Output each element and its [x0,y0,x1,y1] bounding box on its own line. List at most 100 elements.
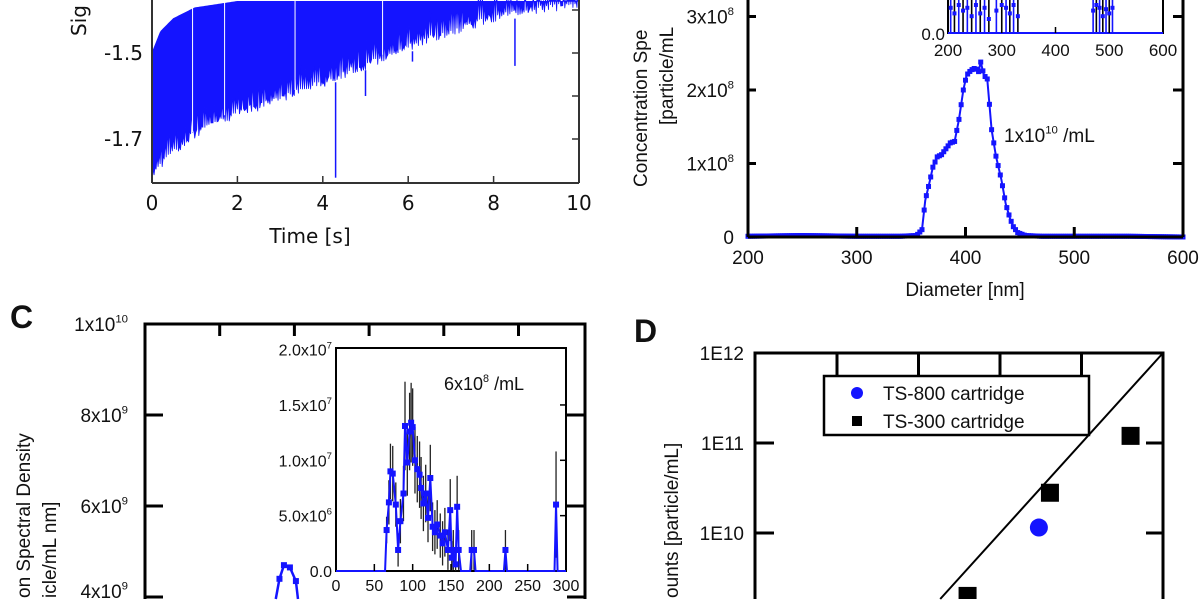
data-point [991,140,997,146]
y-axis-label-units: [particle/mL [657,27,678,125]
inset-x-tick-label: 300 [553,578,580,595]
inset-point [431,529,438,536]
inset-point [427,475,434,482]
data-point [986,101,992,107]
inset-point [1104,7,1109,12]
inset-y-tick-label-exponent: 7 [327,396,332,407]
data-point [958,102,964,108]
inset-point [383,527,390,534]
y-tick-label-base: 6x10 [80,497,121,518]
y-tick-label: 8x109 [80,404,128,427]
inset-point [994,8,999,13]
inset-b: 200 300 400 500 600 0.0 [921,0,1177,60]
inset-point [471,546,478,553]
concentration-annotation-base: 1x10 [1004,126,1045,147]
data-point [921,207,927,213]
concentration-annotation: 1x1010 /mL [1004,124,1095,147]
plot-frame [753,351,1165,599]
data-point [997,172,1003,178]
inset-point [553,501,560,508]
data-point [976,69,982,75]
legend-label: TS-800 cartridge [883,384,1025,405]
inset-x-tick-label: 50 [365,578,383,595]
y-tick-label-exponent: 10 [115,313,128,325]
x-tick-label: 10 [566,191,591,215]
legend-marker-square [852,416,862,426]
y-tick-label: 4x109 [80,580,128,600]
y-axis-label: Concentration Spe [631,30,652,187]
inset-x-tick-label: 600 [1149,41,1177,60]
inset-point [454,503,461,510]
concentration-annotation-exponent: 8 [483,373,489,385]
y-tick-label: 1E12 [700,344,744,365]
inset-point [969,14,974,19]
data-point [280,562,287,569]
inset-point [948,5,953,10]
data-point-ts-300-cartridge [1121,426,1140,445]
y-tick-label: 3x108 [686,6,734,29]
inset-point [1094,3,1099,7]
inset-point [416,471,423,478]
y-tick-label: 1E10 [700,524,744,545]
inset-y-tick-label-base: 2.0x10 [279,343,327,360]
inset-point [447,507,454,514]
y-axis-label: on Spectral Density [14,433,35,598]
inset-point [1100,14,1105,19]
x-tick-label: 8 [487,191,500,215]
concentration-annotation-suffix: /mL [1058,126,1095,147]
inset-point [1011,3,1016,7]
data-point [1010,224,1016,230]
data-point [995,163,1001,169]
inset-point [409,424,416,431]
inset-x-tick-label: 0 [332,578,341,595]
data-point [956,116,962,122]
inset-point [441,529,448,536]
x-axis-label: Diameter [nm] [905,280,1024,301]
inset-x-tick-label: 300 [988,41,1016,60]
y-tick-label: 1x1010 [74,313,128,336]
inset-x-tick-label: 200 [934,41,962,60]
inset-point [965,5,970,10]
data-point [1006,212,1012,218]
y-tick-label-exponent: 8 [728,153,734,165]
y-tick-label: -1.5 [104,41,143,65]
inset-x-tick-label: 200 [476,578,503,595]
x-tick-label: 300 [841,248,873,269]
y-tick-label-exponent: 9 [122,404,128,416]
plot-frame [143,322,587,599]
y-tick-label: 6x109 [80,495,128,518]
inset-point [982,5,987,10]
data-point [919,227,925,233]
inset-point [444,546,451,553]
data-point [989,127,995,133]
y-tick-label-exponent: 9 [122,495,128,507]
data-point [945,143,951,149]
y-tick-label-base: 2x10 [686,81,727,102]
inset-point [961,8,966,13]
data-point [963,77,968,83]
data-point [999,183,1005,189]
concentration-annotation-suffix: /mL [489,374,524,394]
inset-point [986,17,991,21]
inset-y-tick-label-base: 1.0x10 [279,453,327,470]
y-tick-label-exponent: 8 [728,6,734,18]
panel-label: C [10,299,33,335]
inset-x-tick-label: 500 [1095,41,1123,60]
inset-y-tick-label-exponent: 6 [327,506,332,517]
inset-point [450,546,457,553]
inset-point [406,428,413,435]
concentration-annotation: 6x108 /mL [444,373,524,394]
x-tick-label: 2 [231,191,244,215]
legend: TS-800 cartridge TS-300 cartridge [822,374,1091,437]
data-point [993,153,999,159]
data-point [952,138,958,144]
inset-y-tick-label-exponent: 7 [327,451,332,462]
inset-point [502,546,509,553]
inset-point [434,521,441,528]
inset-point [392,501,399,508]
inset-y-tick-label: 1.0x107 [279,451,332,470]
data-point [943,146,949,152]
data-point [984,76,990,82]
y-tick-label-exponent: 9 [122,580,128,592]
